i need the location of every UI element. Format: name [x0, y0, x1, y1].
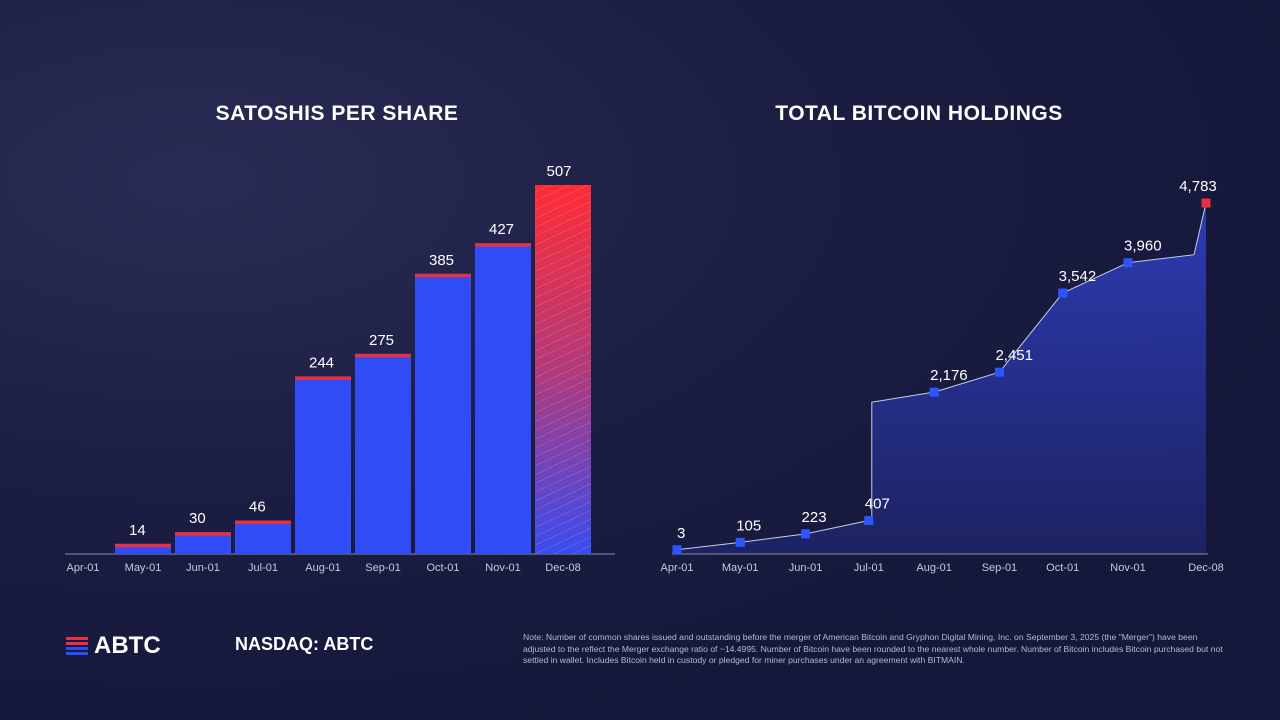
data-label: 30	[189, 510, 206, 527]
bar-top-accent	[415, 273, 471, 278]
data-label: 507	[546, 163, 571, 180]
x-tick-label: Dec-08	[1188, 562, 1223, 574]
data-label: 3,542	[1059, 268, 1097, 285]
data-point	[864, 515, 874, 525]
bar	[415, 273, 471, 554]
x-tick-label: Apr-01	[66, 562, 99, 574]
data-point	[929, 387, 939, 397]
data-point	[735, 537, 745, 547]
x-tick-label: Jul-01	[854, 562, 884, 574]
bar-highlight-pattern	[535, 185, 591, 554]
data-label: 3	[677, 525, 685, 542]
data-label: 427	[489, 221, 514, 238]
bar-top-accent	[295, 376, 351, 380]
data-label: 385	[429, 252, 454, 269]
x-tick-label: May-01	[125, 562, 162, 574]
logo-text: ABTC	[94, 632, 161, 659]
x-tick-label: Aug-01	[305, 562, 340, 574]
abtc-logo: ABTC	[66, 632, 161, 660]
data-label: 3,960	[1124, 238, 1162, 255]
data-point	[994, 367, 1004, 377]
data-label: 105	[736, 517, 761, 534]
data-point	[1201, 198, 1211, 208]
x-tick-label: Jul-01	[248, 562, 278, 574]
bar-top-accent	[355, 353, 411, 358]
bar	[475, 243, 531, 554]
bar-top-accent	[235, 520, 291, 525]
bar-chart-title: SATOSHIS PER SHARE	[215, 102, 459, 125]
data-label: 275	[369, 332, 394, 349]
data-label: 46	[249, 499, 266, 516]
data-point	[672, 545, 682, 555]
x-tick-label: Nov-01	[485, 562, 520, 574]
series-line	[676, 202, 1207, 551]
data-label: 407	[865, 495, 890, 512]
data-label: 14	[129, 522, 146, 539]
data-label: 2,451	[995, 347, 1033, 364]
bar	[115, 543, 171, 554]
data-label: 223	[802, 509, 827, 526]
data-label: 244	[309, 354, 334, 371]
x-tick-label: Oct-01	[426, 562, 459, 574]
x-tick-label: May-01	[722, 562, 759, 574]
data-point	[801, 529, 811, 539]
area-chart-title: TOTAL BITCOIN HOLDINGS	[775, 102, 1063, 125]
data-point	[1123, 258, 1133, 268]
x-tick-label: Jun-01	[789, 562, 823, 574]
x-tick-label: Sep-01	[982, 562, 1017, 574]
bar-top-accent	[115, 543, 171, 548]
bar-top-accent	[475, 243, 531, 247]
x-tick-label: Oct-01	[1046, 562, 1079, 574]
data-label: 4,783	[1179, 178, 1217, 195]
area-fill	[672, 203, 1206, 554]
bar	[175, 532, 231, 554]
data-label: 2,176	[930, 367, 968, 384]
x-tick-label: Dec-08	[545, 562, 580, 574]
logo-stripes-icon	[66, 637, 88, 655]
x-tick-label: Nov-01	[1110, 562, 1145, 574]
x-tick-label: Aug-01	[916, 562, 951, 574]
bar	[235, 520, 291, 554]
bar	[355, 353, 411, 554]
x-tick-label: Apr-01	[660, 562, 693, 574]
bar-top-accent	[175, 532, 231, 536]
footnote: Note: Number of common shares issued and…	[523, 632, 1223, 665]
data-point	[1058, 288, 1068, 298]
x-tick-label: Jun-01	[186, 562, 220, 574]
bar	[295, 376, 351, 554]
x-tick-label: Sep-01	[365, 562, 400, 574]
ticker: NASDAQ: ABTC	[235, 634, 374, 654]
